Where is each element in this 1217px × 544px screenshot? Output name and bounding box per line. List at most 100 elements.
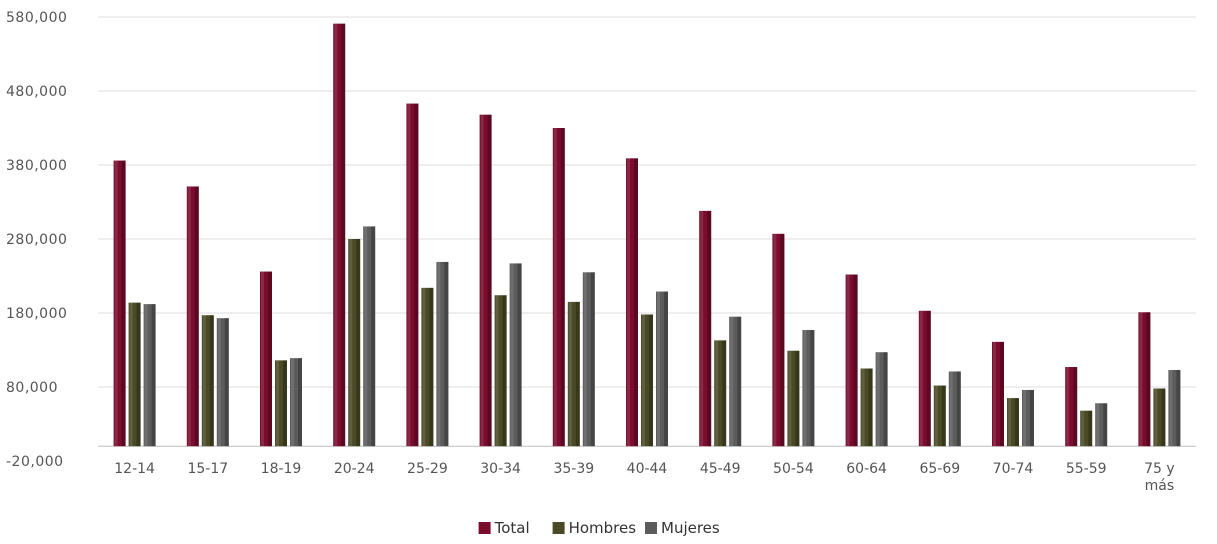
bar-shade [341, 23, 346, 447]
bar-hombres [1080, 410, 1093, 447]
bar-total [186, 186, 199, 447]
bar-shade [810, 330, 815, 447]
bar-highlight [934, 385, 938, 447]
bar-total [699, 210, 712, 447]
bar-total [626, 158, 638, 447]
legend-label: Hombres [569, 519, 637, 537]
bar-body [918, 310, 931, 447]
bar-body [186, 186, 199, 447]
bar-shade [926, 310, 931, 447]
legend-label: Total [494, 519, 530, 537]
bar-shade [575, 301, 580, 447]
bar-shade [283, 360, 287, 447]
bar-body [494, 295, 507, 447]
x-tick-label: 65-69 [919, 461, 960, 477]
bar-highlight [1066, 367, 1070, 447]
bar-body [552, 128, 565, 447]
bar-shade [151, 304, 156, 447]
bar-mujeres [216, 318, 229, 447]
bar-body [363, 226, 376, 447]
bar-highlight [876, 352, 880, 447]
bar-highlight [949, 371, 953, 447]
y-tick-label: 380,000 [6, 158, 67, 174]
bar-shade [707, 210, 712, 447]
bar-shade [429, 287, 434, 447]
bar-highlight [129, 302, 133, 447]
legend-swatch [478, 522, 491, 534]
bar-shade [444, 261, 449, 447]
bar-highlight [334, 23, 338, 447]
bar-mujeres [948, 371, 961, 447]
bar-hombres [714, 340, 727, 447]
bar-shade [194, 186, 199, 447]
bar-body [1095, 403, 1108, 447]
bar-hombres [275, 360, 287, 447]
bar-body [509, 263, 522, 447]
bar-hombres [201, 315, 214, 447]
bar-hombres [128, 302, 141, 447]
bar-highlight [495, 295, 499, 447]
bar-body [1080, 410, 1093, 447]
bar-total [845, 274, 858, 447]
bar-shade [1103, 403, 1108, 447]
bar-body [860, 368, 873, 447]
bar-total [333, 23, 346, 447]
bar-body [1022, 389, 1034, 447]
bar-highlight [553, 128, 557, 447]
bar-body [348, 239, 361, 447]
bar-total [479, 114, 492, 447]
bar-body [641, 314, 653, 447]
bar-body [216, 318, 229, 447]
bar-mujeres [656, 291, 668, 447]
bar-hombres [1007, 398, 1019, 447]
bar-highlight [657, 291, 660, 447]
bar-mujeres [802, 330, 815, 447]
x-tick-label: 20-24 [334, 461, 375, 477]
bar-shade [414, 103, 419, 447]
bar-body [948, 371, 961, 447]
bar-body [113, 160, 126, 447]
bar-mujeres [509, 263, 522, 447]
bar-highlight [993, 341, 996, 447]
x-tick-label: 25-29 [407, 461, 448, 477]
bar-mujeres [1095, 403, 1108, 447]
x-tick-label: 35-39 [553, 461, 594, 477]
bar-total [260, 271, 272, 447]
bar-highlight [1081, 410, 1085, 447]
bar-highlight [568, 301, 572, 447]
bar-highlight [788, 350, 792, 447]
bar-total [406, 103, 419, 447]
bar-body [699, 210, 712, 447]
bar-mujeres [875, 352, 888, 447]
bar-mujeres [290, 358, 302, 447]
legend-item-total: Total [478, 519, 530, 537]
legend-label: Mujeres [661, 519, 720, 537]
bar-body [290, 358, 302, 447]
bar-shade [224, 318, 229, 447]
y-tick-label: 480,000 [6, 84, 67, 100]
bar-body [802, 330, 815, 447]
bar-mujeres [1168, 369, 1181, 447]
bar-highlight [261, 271, 264, 447]
bar-shade [1088, 410, 1093, 447]
bar-shade [853, 274, 858, 447]
x-tick-label: 30-34 [480, 461, 521, 477]
bar-highlight [1169, 369, 1173, 447]
bar-shade [883, 352, 888, 447]
bar-body [845, 274, 858, 447]
legend: Total Hombres Mujeres [478, 519, 720, 537]
bar-shade [487, 114, 492, 447]
bar-shade [1000, 341, 1004, 447]
bar-shade [1015, 398, 1019, 447]
bar-body [626, 158, 638, 447]
bar-shade [1161, 388, 1166, 447]
bar-highlight [846, 274, 850, 447]
bar-shade [136, 302, 141, 447]
bar-shade [780, 233, 785, 447]
gridlines [98, 16, 1196, 447]
bar-shade [941, 385, 946, 447]
bar-mujeres [436, 261, 449, 447]
bar-body [567, 301, 580, 447]
bar-highlight [700, 210, 704, 447]
